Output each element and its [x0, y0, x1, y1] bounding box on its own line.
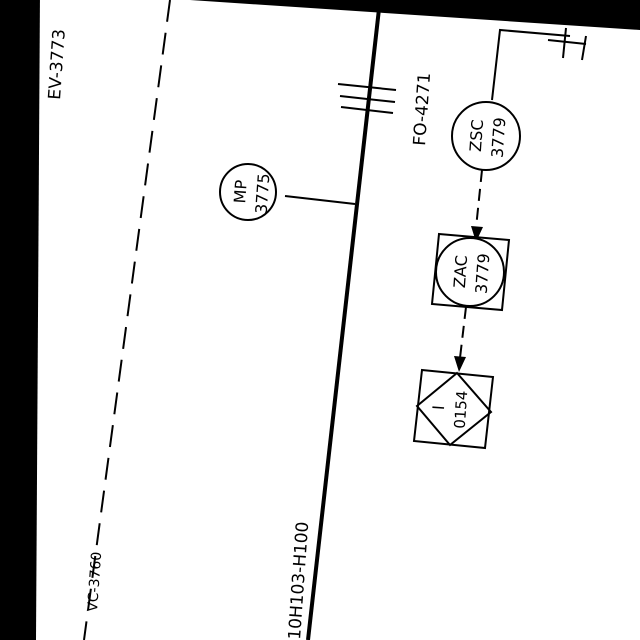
zac-number-label: 3779 — [472, 253, 494, 295]
zac-instrument-bubble — [435, 237, 505, 307]
main-process-line — [306, 0, 382, 640]
pipe-size-label: 1/2"X1/4" — [14, 368, 41, 456]
zac-box — [430, 232, 511, 312]
drawing-sheet — [36, 0, 640, 640]
interlock-arrowhead — [454, 356, 466, 372]
tap-bar-vertical — [562, 27, 567, 59]
zac-code-label: ZAC — [450, 255, 471, 289]
ev-tag-label: EV-3773 — [45, 28, 70, 100]
interlock-box — [412, 368, 495, 450]
zsc-code-label: ZSC — [466, 119, 487, 153]
zac-interlock-signal-line — [459, 306, 467, 359]
ev-leader-tick — [27, 39, 36, 53]
zsc-instrument-bubble — [451, 101, 521, 171]
mp-connection-line — [284, 195, 356, 205]
vc-tag-label: VC-3760 — [85, 551, 105, 612]
interlock-diamond — [415, 371, 493, 447]
orifice-symbol — [337, 83, 397, 114]
zsc-number-label: 3779 — [488, 117, 510, 159]
mp-number-label: 3775 — [252, 173, 274, 215]
mp-instrument-bubble — [219, 163, 277, 221]
zsc-zac-signal-line — [475, 169, 483, 229]
tap-bar-end — [581, 35, 587, 61]
mp-code-label: MP — [230, 179, 251, 204]
dashed-signal-line — [83, 0, 171, 640]
interlock-number-label: 0154 — [451, 390, 472, 429]
tap-bar — [547, 39, 587, 45]
zsc-tap-line — [491, 28, 571, 101]
interlock-code-label: I — [429, 405, 448, 411]
zac-arrowhead — [471, 226, 483, 242]
